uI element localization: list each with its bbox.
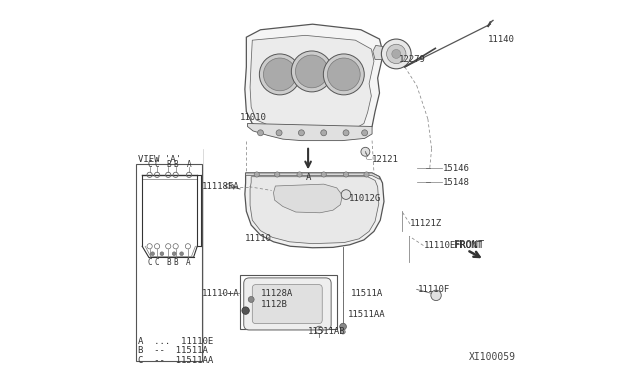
Circle shape bbox=[160, 252, 164, 256]
Text: 11121Z: 11121Z bbox=[410, 219, 442, 228]
Circle shape bbox=[362, 130, 367, 136]
Text: 11511AA: 11511AA bbox=[348, 310, 385, 319]
Text: 1112B: 1112B bbox=[261, 300, 288, 309]
Polygon shape bbox=[248, 124, 372, 141]
Text: 11128A: 11128A bbox=[261, 289, 294, 298]
Text: FRONT: FRONT bbox=[454, 240, 485, 250]
Text: B: B bbox=[173, 258, 178, 267]
Circle shape bbox=[242, 307, 250, 314]
Circle shape bbox=[297, 172, 302, 177]
Circle shape bbox=[275, 172, 280, 177]
Text: C: C bbox=[147, 258, 152, 267]
Text: 11010: 11010 bbox=[240, 113, 267, 122]
Circle shape bbox=[431, 290, 441, 301]
Text: XI100059: XI100059 bbox=[468, 352, 516, 362]
Circle shape bbox=[341, 190, 351, 199]
Text: 11140: 11140 bbox=[488, 35, 515, 44]
Text: 15148: 15148 bbox=[443, 178, 470, 187]
Text: FRONT: FRONT bbox=[454, 241, 481, 250]
Text: A: A bbox=[187, 160, 191, 169]
Circle shape bbox=[361, 147, 370, 156]
Text: C: C bbox=[147, 160, 152, 169]
Circle shape bbox=[340, 323, 346, 330]
Circle shape bbox=[180, 252, 184, 256]
FancyBboxPatch shape bbox=[244, 278, 331, 330]
FancyBboxPatch shape bbox=[252, 285, 322, 324]
Bar bbox=[240, 275, 337, 329]
Circle shape bbox=[392, 49, 401, 58]
Text: 11110: 11110 bbox=[244, 234, 271, 243]
Circle shape bbox=[321, 172, 326, 177]
Polygon shape bbox=[250, 35, 374, 132]
Circle shape bbox=[344, 172, 349, 177]
Polygon shape bbox=[246, 173, 380, 179]
Text: B: B bbox=[173, 160, 178, 169]
Circle shape bbox=[323, 54, 364, 95]
Text: A: A bbox=[186, 258, 190, 267]
Circle shape bbox=[151, 252, 154, 256]
Circle shape bbox=[254, 172, 259, 177]
Text: 11511A: 11511A bbox=[351, 289, 383, 298]
Polygon shape bbox=[250, 177, 379, 244]
Circle shape bbox=[248, 296, 254, 302]
Circle shape bbox=[172, 252, 176, 256]
Text: A  ...  11110E: A ... 11110E bbox=[138, 337, 213, 346]
Polygon shape bbox=[245, 24, 383, 140]
Text: B: B bbox=[166, 160, 170, 169]
Text: 11118FA: 11118FA bbox=[202, 182, 239, 191]
Text: 12121: 12121 bbox=[372, 155, 399, 164]
Text: VIEW 'A': VIEW 'A' bbox=[138, 155, 182, 164]
Text: 11012G: 11012G bbox=[349, 194, 381, 203]
Circle shape bbox=[298, 130, 305, 136]
Text: 11511AB: 11511AB bbox=[308, 327, 346, 336]
Text: 12279: 12279 bbox=[399, 55, 426, 64]
Circle shape bbox=[296, 55, 328, 88]
Circle shape bbox=[381, 39, 411, 69]
Circle shape bbox=[257, 130, 264, 136]
Text: B: B bbox=[166, 258, 170, 267]
Polygon shape bbox=[245, 173, 384, 248]
Circle shape bbox=[343, 130, 349, 136]
Circle shape bbox=[364, 172, 369, 177]
Circle shape bbox=[328, 58, 360, 91]
Polygon shape bbox=[373, 45, 384, 60]
Text: 11110+A: 11110+A bbox=[202, 289, 239, 298]
Circle shape bbox=[387, 44, 406, 64]
Bar bbox=[136, 164, 202, 361]
Text: 15146: 15146 bbox=[443, 164, 470, 173]
Circle shape bbox=[321, 130, 326, 136]
Text: A: A bbox=[305, 173, 311, 182]
Text: B  --  11511A: B -- 11511A bbox=[138, 346, 207, 355]
Circle shape bbox=[276, 130, 282, 136]
Text: C: C bbox=[155, 258, 159, 267]
Text: 11110F: 11110F bbox=[417, 285, 450, 294]
Polygon shape bbox=[273, 184, 342, 213]
Circle shape bbox=[291, 51, 332, 92]
Circle shape bbox=[341, 330, 346, 334]
Circle shape bbox=[259, 54, 300, 95]
Circle shape bbox=[264, 58, 296, 91]
Text: C: C bbox=[155, 160, 159, 169]
Text: 11110E: 11110E bbox=[424, 241, 456, 250]
Text: C  --  11511AA: C -- 11511AA bbox=[138, 356, 213, 365]
